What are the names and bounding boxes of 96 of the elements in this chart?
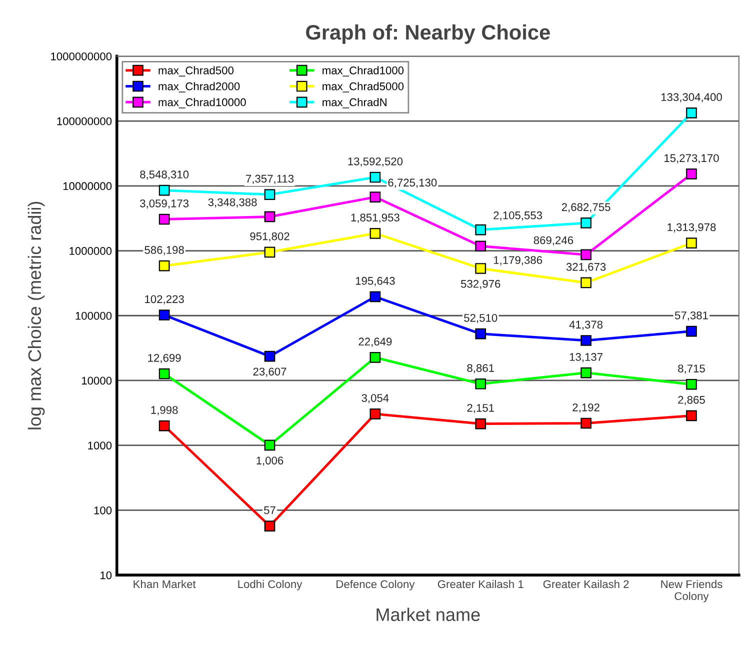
point	[580, 249, 592, 260]
data-label: 8,548,310	[140, 170, 189, 180]
point	[264, 189, 276, 200]
point	[158, 214, 170, 225]
data-label: 23,607	[253, 368, 286, 377]
data-label: 321,673	[566, 262, 606, 272]
point	[475, 240, 486, 252]
point	[264, 211, 276, 222]
data-label: 8,715	[678, 364, 705, 374]
y-tick-label: 100	[94, 506, 112, 514]
point	[475, 418, 486, 430]
point	[475, 224, 486, 236]
point	[580, 277, 592, 288]
data-label: 102,223	[145, 295, 184, 304]
data-label: 1,313,978	[668, 223, 716, 232]
y-tick-label: 10000	[82, 376, 112, 385]
data-label: 1,006	[256, 456, 284, 466]
data-label: 133,304,400	[661, 93, 722, 102]
point	[370, 291, 381, 302]
y-tick-label: 10	[100, 571, 112, 580]
y-tick-label: 100000	[76, 312, 112, 320]
point	[686, 410, 697, 422]
y-tick-label: 1000	[88, 442, 112, 450]
data-label: 57	[264, 506, 276, 514]
y-tick-label: 1000000000	[51, 52, 112, 60]
point	[475, 378, 486, 390]
point	[264, 440, 276, 451]
data-label: 2,151	[467, 404, 494, 414]
x-tick-label: Greater Kailash 2	[543, 580, 629, 588]
data-label: 195,643	[356, 276, 395, 286]
data-label: 2,682,755	[562, 203, 610, 212]
legend-label: max_Chrad5000	[322, 82, 404, 92]
data-label: 1,179,386	[494, 256, 542, 266]
data-label: 15,273,170	[664, 154, 719, 164]
point	[158, 310, 170, 320]
data-label: 3,054	[362, 394, 389, 404]
data-label: 2,105,553	[494, 211, 542, 221]
x-tick-label: Lodhi Colony	[238, 580, 302, 590]
data-label: 7,357,113	[246, 174, 294, 184]
point	[686, 168, 697, 180]
point	[580, 367, 592, 378]
legend-label: max_Chrad1000	[322, 66, 404, 76]
data-label: 57,381	[674, 311, 708, 321]
y-tick-label: 100000000	[57, 117, 112, 126]
data-label: 13,592,520	[348, 157, 403, 167]
x-axis-title: Market name	[376, 608, 480, 622]
data-label: 12,699	[148, 354, 181, 364]
data-label: 1,851,953	[351, 214, 400, 223]
point	[158, 420, 170, 432]
data-label: 3,348,388	[208, 198, 257, 208]
chart-title: Graph of: Nearby Choice	[306, 24, 550, 44]
data-label: 22,649	[358, 338, 392, 347]
point	[264, 350, 276, 362]
point	[686, 326, 697, 337]
data-label: 8,861	[467, 364, 494, 374]
data-label: 6,725,130	[388, 178, 437, 188]
x-tick-label: Greater Kailash 1	[438, 580, 524, 588]
y-axis-title: log max Choice (metric radii)	[28, 202, 45, 430]
legend-label: max_Chrad10000	[158, 98, 246, 108]
data-label: 951,802	[250, 232, 290, 242]
point	[580, 335, 592, 346]
data-label: 2,192	[572, 403, 600, 413]
data-label: 41,378	[569, 320, 603, 330]
point	[686, 378, 697, 390]
legend-label: max_ChradN	[322, 98, 386, 108]
point	[686, 108, 697, 118]
data-label: 52,510	[464, 314, 498, 324]
point	[475, 328, 486, 340]
point	[264, 520, 276, 532]
point	[370, 172, 381, 183]
point	[370, 352, 381, 363]
point	[158, 260, 170, 272]
point	[158, 184, 170, 196]
data-label: 869,246	[534, 236, 574, 246]
data-label: 13,137	[570, 353, 602, 362]
x-tick-label: Khan Market	[134, 580, 196, 588]
point	[264, 246, 276, 258]
point	[370, 408, 381, 420]
data-label: 2,865	[678, 396, 705, 406]
x-tick-label: New Friends Colony	[661, 580, 722, 602]
legend-label: max_Chrad2000	[158, 82, 240, 92]
point	[580, 418, 592, 429]
point	[370, 192, 381, 202]
point	[580, 218, 592, 228]
point	[475, 263, 486, 274]
point	[370, 228, 381, 239]
legend-label: max_Chrad500	[158, 66, 234, 76]
y-tick-label: 10000000	[63, 182, 112, 190]
x-tick-label: Defence Colony	[336, 580, 415, 590]
data-label: 586,198	[144, 246, 184, 256]
y-tick-label: 1000000	[70, 247, 112, 255]
data-label: 3,059,173	[140, 199, 189, 209]
data-label: 1,998	[151, 406, 178, 416]
point	[686, 238, 697, 248]
point	[158, 368, 170, 380]
data-label: 532,976	[460, 280, 500, 290]
